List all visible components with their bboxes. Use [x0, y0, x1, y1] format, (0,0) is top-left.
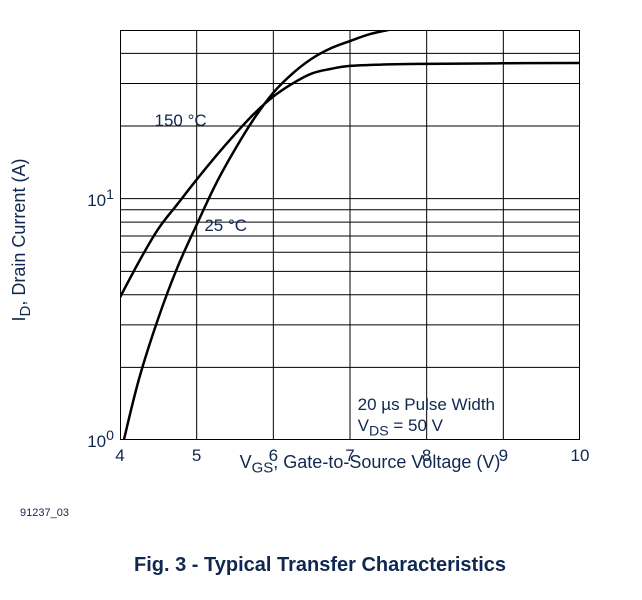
transfer-characteristics-chart: ID, Drain Current (A) 45678910100101150 … — [20, 30, 620, 577]
x-tick-label: 10 — [571, 440, 590, 466]
x-tick-label: 6 — [269, 440, 278, 466]
x-tick-label: 9 — [499, 440, 508, 466]
y-tick-label: 101 — [69, 187, 120, 211]
plot-svg — [120, 30, 580, 440]
x-tick-label: 8 — [422, 440, 431, 466]
curve-label-150C: 150 °C — [155, 111, 207, 131]
plot-area: 45678910100101150 °C25 °C20 µs Pulse Wid… — [120, 30, 620, 440]
y-axis-label: ID, Drain Current (A) — [9, 159, 34, 322]
y-tick-label: 100 — [69, 428, 120, 452]
x-tick-label: 7 — [345, 440, 354, 466]
conditions-note: 20 µs Pulse WidthVDS = 50 V — [358, 394, 495, 441]
figure-title: Fig. 3 - Typical Transfer Characteristic… — [20, 554, 620, 577]
figure-id: 91237_03 — [20, 507, 620, 519]
x-tick-label: 5 — [192, 440, 201, 466]
curve-label-25C: 25 °C — [204, 216, 247, 236]
